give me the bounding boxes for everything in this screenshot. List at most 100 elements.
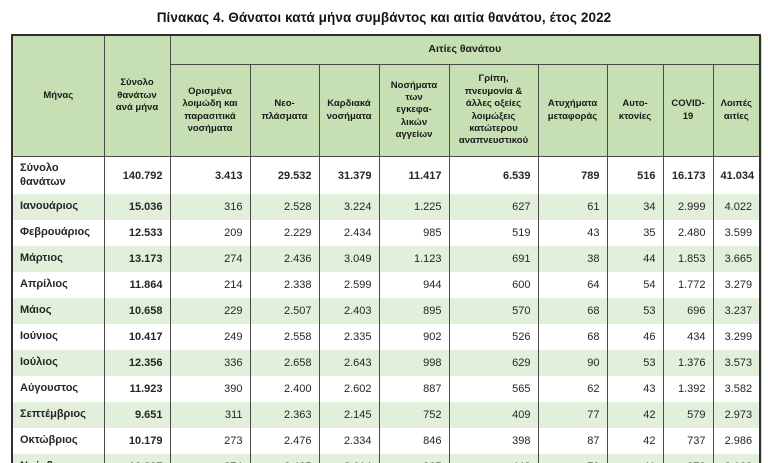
cell-cause-value: 53 bbox=[606, 298, 664, 324]
table-row: Ιανουάριος 15.036 316 2.528 3.224 1.225 627 61 3… bbox=[11, 194, 761, 220]
cell-cause-value: 34 bbox=[606, 194, 664, 220]
cell-cause-value: 4.022 bbox=[712, 194, 761, 220]
cell-cause-value: 11.417 bbox=[378, 156, 450, 194]
cell-month-label: Ιανουάριος bbox=[11, 194, 105, 220]
cell-month-label: Σύνολο θανάτων bbox=[11, 156, 105, 194]
column-header-cause: Ατυχήματα μεταφοράς bbox=[537, 64, 608, 157]
cell-month-label: Ιούνιος bbox=[11, 324, 105, 350]
cell-cause-value: 2.465 bbox=[249, 454, 320, 463]
cell-month-label: Σεπτέμβριος bbox=[11, 402, 105, 428]
cell-cause-value: 209 bbox=[169, 220, 251, 246]
cell-cause-value: 1.772 bbox=[662, 272, 714, 298]
cell-cause-value: 865 bbox=[378, 454, 450, 463]
cell-cause-value: 390 bbox=[169, 376, 251, 402]
cell-cause-value: 214 bbox=[169, 272, 251, 298]
cell-cause-value: 2.400 bbox=[249, 376, 320, 402]
table-row: Ιούλιος 12.356 336 2.658 2.643 998 629 90 53 1.37… bbox=[11, 350, 761, 376]
cell-cause-value: 229 bbox=[169, 298, 251, 324]
cell-cause-value: 2.599 bbox=[318, 272, 380, 298]
cell-cause-value: 2.658 bbox=[249, 350, 320, 376]
cell-cause-value: 629 bbox=[448, 350, 539, 376]
cell-cause-value: 526 bbox=[448, 324, 539, 350]
table-row: Μάρτιος 13.173 274 2.436 3.049 1.123 691 38 44 1.… bbox=[11, 246, 761, 272]
cell-cause-value: 336 bbox=[169, 350, 251, 376]
cell-cause-value: 1.123 bbox=[378, 246, 450, 272]
cell-cause-value: 516 bbox=[606, 156, 664, 194]
column-header-cause: COVID- 19 bbox=[662, 64, 714, 157]
table-row: Αύγουστος 11.923 390 2.400 2.602 887 565 62 43 1.… bbox=[11, 376, 761, 402]
cell-month-total: 15.036 bbox=[103, 194, 171, 220]
cell-month-total: 10.807 bbox=[103, 454, 171, 463]
cell-cause-value: 54 bbox=[606, 272, 664, 298]
cell-cause-value: 579 bbox=[662, 402, 714, 428]
cell-cause-value: 944 bbox=[378, 272, 450, 298]
cell-cause-value: 519 bbox=[448, 220, 539, 246]
cell-cause-value: 2.558 bbox=[249, 324, 320, 350]
table-row: Απρίλιος 11.864 214 2.338 2.599 944 600 64 54 1.7… bbox=[11, 272, 761, 298]
cell-cause-value: 691 bbox=[448, 246, 539, 272]
cell-month-total: 12.533 bbox=[103, 220, 171, 246]
table-row: Οκτώβριος 10.179 273 2.476 2.334 846 398 87 42 73… bbox=[11, 428, 761, 454]
header-row-causes: Ορισμένα λοιμώδη και παρασιτικά νοσήματα… bbox=[12, 64, 761, 157]
cell-cause-value: 6.539 bbox=[448, 156, 539, 194]
cell-cause-value: 3.224 bbox=[318, 194, 380, 220]
cell-cause-value: 274 bbox=[169, 454, 251, 463]
cell-cause-value: 2.986 bbox=[712, 428, 761, 454]
cell-cause-value: 38 bbox=[537, 246, 608, 272]
column-header-cause: Νεο- πλάσματα bbox=[249, 64, 320, 157]
cell-cause-value: 3.163 bbox=[712, 454, 761, 463]
cell-cause-value: 3.413 bbox=[169, 156, 251, 194]
cell-cause-value: 62 bbox=[537, 376, 608, 402]
cell-cause-value: 2.643 bbox=[318, 350, 380, 376]
column-header-causes-group: Αιτίες θανάτου bbox=[169, 34, 761, 65]
cell-cause-value: 90 bbox=[537, 350, 608, 376]
cell-cause-value: 77 bbox=[537, 402, 608, 428]
column-header-cause: Ορισμένα λοιμώδη και παρασιτικά νοσήματα bbox=[169, 64, 251, 157]
cell-cause-value: 895 bbox=[378, 298, 450, 324]
cell-cause-value: 985 bbox=[378, 220, 450, 246]
cell-month-label: Φεβρουάριος bbox=[11, 220, 105, 246]
table-row: Ιούνιος 10.417 249 2.558 2.335 902 526 68 46 434 3… bbox=[11, 324, 761, 350]
cell-cause-value: 2.434 bbox=[318, 220, 380, 246]
cell-cause-value: 872 bbox=[662, 454, 714, 463]
cell-cause-value: 43 bbox=[606, 376, 664, 402]
cell-month-total: 9.651 bbox=[103, 402, 171, 428]
cell-cause-value: 43 bbox=[537, 220, 608, 246]
cell-cause-value: 2.363 bbox=[249, 402, 320, 428]
cell-cause-value: 273 bbox=[169, 428, 251, 454]
cell-cause-value: 35 bbox=[606, 220, 664, 246]
cell-cause-value: 29.532 bbox=[249, 156, 320, 194]
cell-month-total: 12.356 bbox=[103, 350, 171, 376]
cell-cause-value: 3.665 bbox=[712, 246, 761, 272]
column-header-month: Μήνας bbox=[11, 34, 105, 157]
cell-cause-value: 53 bbox=[606, 350, 664, 376]
cell-cause-value: 2.528 bbox=[249, 194, 320, 220]
table-header: Μήνας Σύνολο θανάτων ανά μήνα Αιτίες θαν… bbox=[11, 34, 761, 157]
cell-month-label: Νοέμβριος bbox=[11, 454, 105, 463]
cell-month-total: 10.179 bbox=[103, 428, 171, 454]
cell-cause-value: 3.599 bbox=[712, 220, 761, 246]
cell-cause-value: 887 bbox=[378, 376, 450, 402]
cell-cause-value: 1.853 bbox=[662, 246, 714, 272]
table-row: Μάιος 10.658 229 2.507 2.403 895 570 68 53 696 3.2… bbox=[11, 298, 761, 324]
cell-month-total: 11.923 bbox=[103, 376, 171, 402]
cell-cause-value: 2.403 bbox=[318, 298, 380, 324]
cell-cause-value: 2.334 bbox=[318, 428, 380, 454]
cell-cause-value: 2.145 bbox=[318, 402, 380, 428]
deaths-by-month-table: Μήνας Σύνολο θανάτων ανά μήνα Αιτίες θαν… bbox=[11, 34, 762, 463]
cell-month-total: 140.792 bbox=[103, 156, 171, 194]
cell-cause-value: 902 bbox=[378, 324, 450, 350]
cell-cause-value: 398 bbox=[448, 428, 539, 454]
cell-cause-value: 752 bbox=[378, 402, 450, 428]
column-header-cause: Λοιπές αιτίες bbox=[712, 64, 761, 157]
cell-cause-value: 2.602 bbox=[318, 376, 380, 402]
cell-month-total: 13.173 bbox=[103, 246, 171, 272]
cell-cause-value: 41 bbox=[606, 454, 664, 463]
cell-cause-value: 570 bbox=[448, 298, 539, 324]
cell-cause-value: 737 bbox=[662, 428, 714, 454]
cell-cause-value: 249 bbox=[169, 324, 251, 350]
cell-month-label: Μάρτιος bbox=[11, 246, 105, 272]
cell-cause-value: 2.229 bbox=[249, 220, 320, 246]
cell-cause-value: 1.376 bbox=[662, 350, 714, 376]
